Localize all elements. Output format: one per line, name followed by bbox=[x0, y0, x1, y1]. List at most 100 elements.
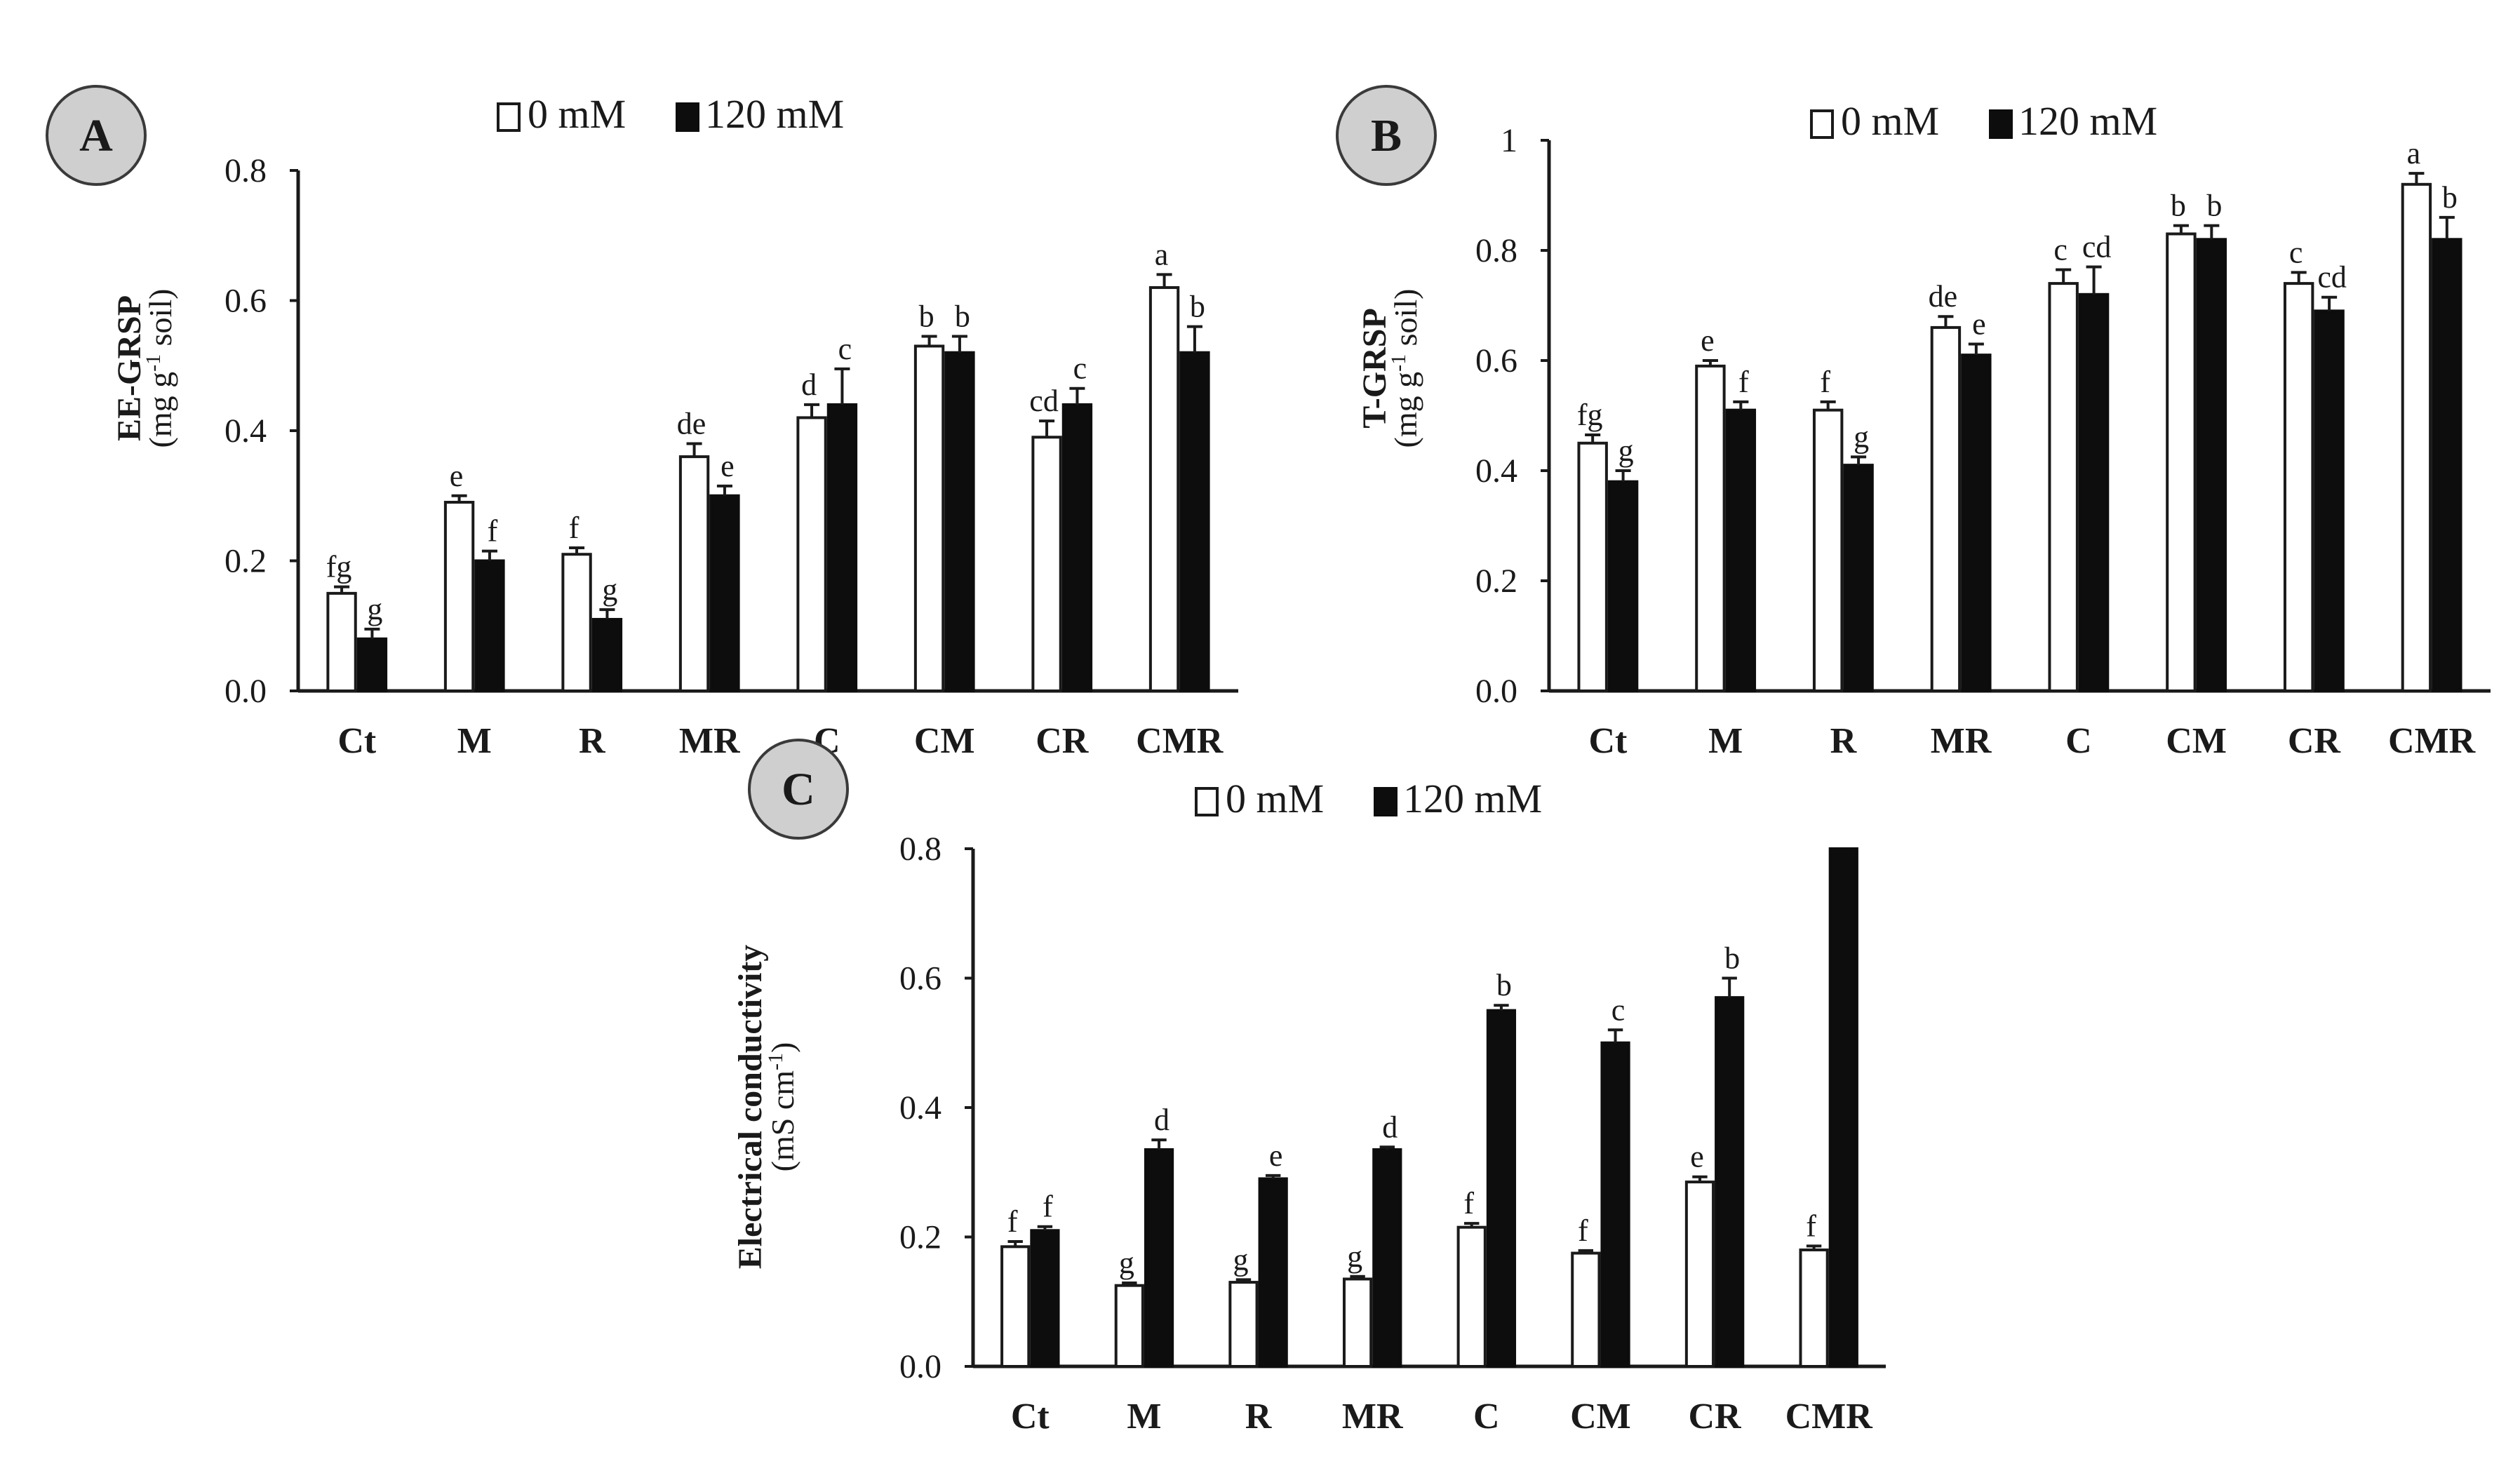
x-tick-label: R bbox=[1830, 721, 1858, 761]
bar-0mm bbox=[2401, 182, 2432, 692]
bar-0mm bbox=[1031, 436, 1062, 693]
bar-120mm bbox=[1486, 1009, 1517, 1368]
significance-letter: b bbox=[1496, 968, 1512, 1002]
significance-letter: b bbox=[919, 300, 934, 334]
y-tick-label: 0.6 bbox=[1475, 342, 1517, 379]
legend-swatch-120mm bbox=[1989, 109, 2013, 139]
bar-120mm bbox=[1372, 1148, 1402, 1368]
bar-120mm bbox=[1179, 351, 1210, 692]
significance-letter: g bbox=[1119, 1246, 1134, 1280]
significance-letter: g bbox=[367, 592, 382, 626]
x-tick-label: CMR bbox=[1136, 721, 1224, 761]
significance-letter: c bbox=[2289, 235, 2303, 269]
bar-0mm bbox=[1799, 1248, 1829, 1368]
bar-0mm bbox=[1342, 1277, 1373, 1368]
legend-label-0mm: 0 mM bbox=[1841, 98, 1939, 144]
significance-letter: d bbox=[1382, 1110, 1398, 1144]
y-tick-label: 0.8 bbox=[224, 152, 267, 189]
significance-letter: b bbox=[1724, 941, 1740, 976]
x-tick-label: C bbox=[1473, 1397, 1500, 1437]
y-axis-unit-part: soil) bbox=[142, 289, 178, 354]
bar-0mm bbox=[2166, 232, 2197, 692]
y-axis-unit-superscript: -1 bbox=[142, 354, 165, 372]
significance-letter: f bbox=[1738, 365, 1749, 399]
bar-0mm bbox=[1228, 1281, 1259, 1368]
y-tick-label: 0.2 bbox=[1475, 563, 1517, 600]
x-tick-label: CM bbox=[1570, 1397, 1631, 1437]
panel-label: B bbox=[1371, 110, 1402, 161]
y-axis-unit-part: (mg g bbox=[142, 372, 178, 448]
significance-letter: g bbox=[1347, 1239, 1362, 1274]
legend-swatch-0mm bbox=[497, 102, 521, 132]
significance-letter: f bbox=[1463, 1186, 1474, 1220]
significance-letter: e bbox=[1701, 323, 1715, 358]
x-tick-label: M bbox=[457, 721, 492, 761]
bar-0mm bbox=[1684, 1181, 1715, 1368]
significance-letter: e bbox=[721, 449, 735, 483]
bar-0mm bbox=[913, 344, 945, 692]
y-tick-label: 0.0 bbox=[899, 1348, 941, 1385]
significance-letter: a bbox=[2407, 136, 2421, 170]
significance-letter: f bbox=[488, 514, 498, 549]
significance-letter: e bbox=[1269, 1138, 1283, 1173]
significance-letter: cd bbox=[2082, 230, 2112, 264]
y-axis-title: T-GRSP(mg g-1 soil) bbox=[1356, 289, 1423, 448]
significance-letter: b bbox=[2206, 189, 2222, 223]
significance-letter: g bbox=[1618, 433, 1634, 468]
x-tick-label: R bbox=[579, 721, 606, 761]
bar-120mm bbox=[944, 351, 975, 692]
significance-letter: cd bbox=[1029, 384, 1059, 418]
legend: 0 mM 120 mM bbox=[497, 91, 844, 137]
legend-label-0mm: 0 mM bbox=[1226, 776, 1324, 821]
x-tick-label: M bbox=[1708, 721, 1743, 761]
significance-letter: f bbox=[569, 511, 579, 545]
y-tick-label: 0.8 bbox=[1475, 232, 1517, 269]
significance-letter: fg bbox=[326, 550, 352, 584]
y-axis-title-main: T-GRSP bbox=[1356, 308, 1393, 429]
bar-0mm bbox=[1812, 408, 1844, 693]
panel-label: A bbox=[79, 110, 113, 161]
y-axis-title-unit: (mS cm-1) bbox=[764, 1042, 801, 1172]
bar-0mm bbox=[443, 501, 475, 693]
bar-120mm bbox=[1961, 354, 1992, 692]
y-tick-label: 0.4 bbox=[899, 1089, 941, 1126]
significance-letter: d bbox=[1154, 1103, 1169, 1137]
y-axis-unit-part: ) bbox=[765, 1042, 800, 1053]
panel-badge bbox=[1336, 85, 1437, 186]
x-tick-label: Ct bbox=[1588, 721, 1628, 761]
significance-letter: f bbox=[1806, 1209, 1816, 1243]
y-tick-label: 0.4 bbox=[224, 412, 267, 450]
bar-0mm bbox=[1456, 1225, 1487, 1368]
bar-120mm bbox=[1607, 480, 1639, 692]
bar-0mm bbox=[2048, 282, 2079, 693]
bar-120mm bbox=[1258, 1177, 1288, 1368]
significance-letter: g bbox=[602, 572, 617, 607]
bar-120mm bbox=[1600, 1041, 1630, 1368]
y-axis-title: EE-GRSP(mg g-1 soil) bbox=[111, 289, 178, 448]
bar-120mm bbox=[2432, 238, 2462, 692]
bar-0mm bbox=[561, 553, 592, 692]
x-tick-label: Ct bbox=[337, 721, 377, 761]
y-axis-title-unit: (mg g-1 soil) bbox=[1387, 289, 1424, 448]
bar-0mm bbox=[326, 591, 357, 692]
x-tick-label: CR bbox=[1036, 721, 1090, 761]
bar-120mm bbox=[2078, 292, 2110, 692]
bar-120mm bbox=[709, 494, 740, 692]
bar-0mm bbox=[1695, 364, 1726, 692]
y-axis-unit-part: (mS cm bbox=[765, 1070, 800, 1172]
panel-badge bbox=[748, 739, 849, 840]
bar-120mm bbox=[1144, 1148, 1174, 1368]
significance-letter: c bbox=[1611, 993, 1626, 1027]
significance-letter: d bbox=[801, 368, 817, 402]
y-tick-label: 0.6 bbox=[224, 283, 267, 320]
significance-letter: f bbox=[1043, 1190, 1053, 1224]
significance-letter: f bbox=[1578, 1213, 1588, 1248]
bar-0mm bbox=[678, 455, 710, 692]
bar-120mm bbox=[1843, 464, 1874, 693]
x-tick-label: R bbox=[1245, 1397, 1273, 1437]
significance-letter: e bbox=[1972, 307, 1986, 341]
legend-label-120mm: 120 mM bbox=[2018, 98, 2157, 144]
legend-label-120mm: 120 mM bbox=[1403, 776, 1542, 821]
bar-120mm bbox=[1828, 847, 1858, 1368]
